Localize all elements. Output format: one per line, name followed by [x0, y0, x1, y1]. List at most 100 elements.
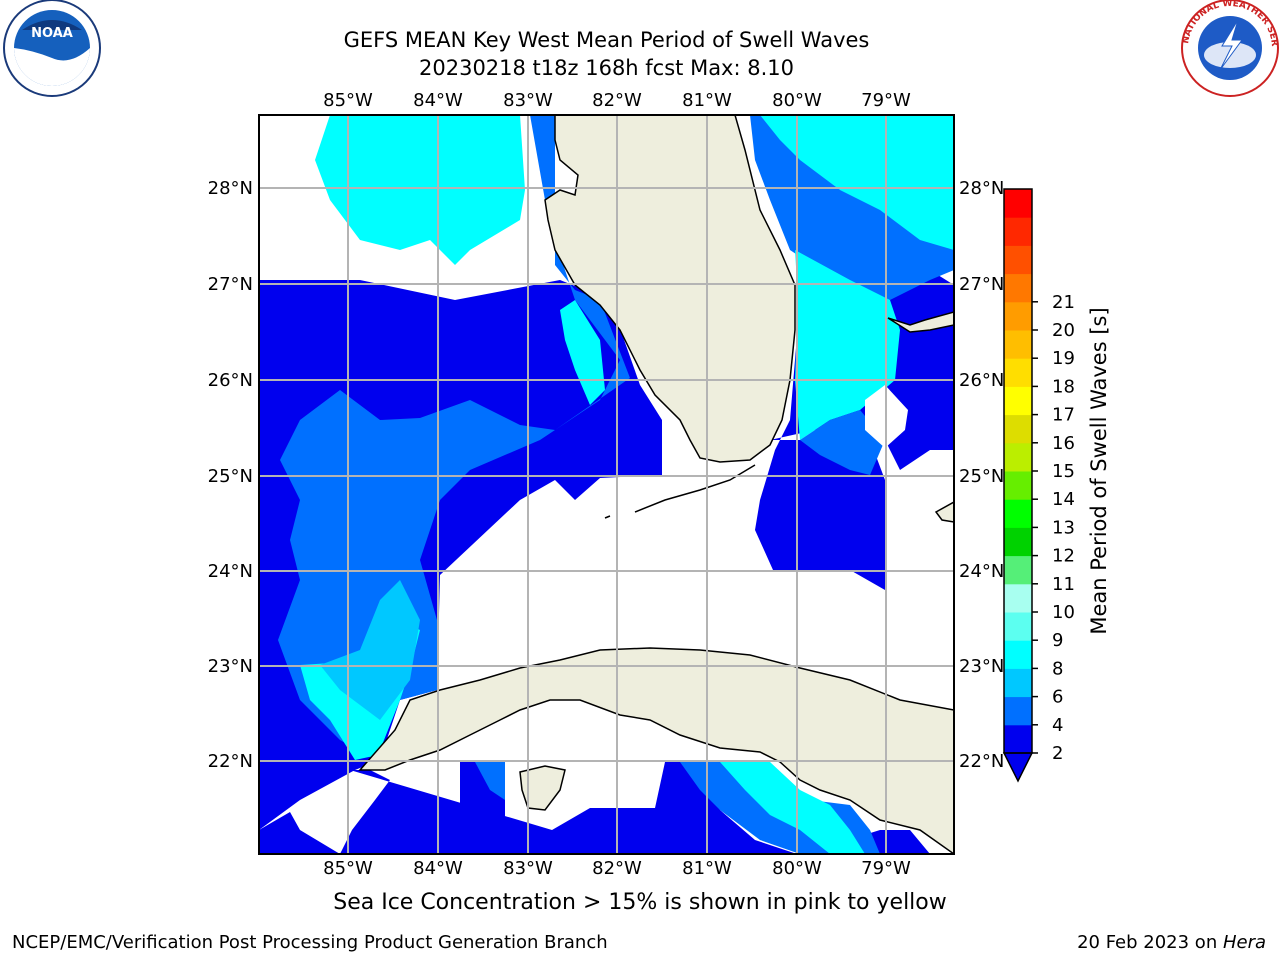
colorbar-swatch [1004, 330, 1032, 359]
contour-6-8-atlantic-north [760, 115, 954, 250]
lon-label: 85°W [323, 90, 373, 111]
footer-date-text: 20 Feb 2023 on [1077, 932, 1223, 953]
map-subtitle: 20230218 t18z 168h fcst Max: 8.10 [419, 56, 794, 80]
land-bahamas-small [934, 501, 954, 523]
colorbar-swatch [1004, 442, 1032, 472]
lon-label: 81°W [682, 90, 732, 111]
land-isle-of-youth [519, 765, 566, 811]
colorbar-swatch [1004, 668, 1032, 698]
contour-6-8-tampa [560, 300, 605, 405]
colorbar-tick-label: 10 [1052, 602, 1075, 623]
lon-label: 80°W [772, 858, 822, 879]
sea-ice-note: Sea Ice Concentration > 15% is shown in … [333, 890, 947, 915]
colorbar-tick-label: 18 [1052, 376, 1075, 397]
colorbar-swatch [1004, 724, 1032, 754]
colorbar-swatch [1004, 217, 1032, 246]
lon-label: 79°W [861, 858, 911, 879]
lon-label: 82°W [592, 90, 642, 111]
contour-4-6-gulf [259, 115, 630, 760]
colorbar-extend-min [1002, 752, 1034, 783]
nws-logo-text: NATIONAL WEATHER SERVICE [0, 0, 1279, 47]
colorbar-swatch [1004, 499, 1032, 528]
colorbar: 2 4 6 8 9 10 11 12 13 14 15 16 17 18 19 20 21 [1002, 188, 1075, 783]
contour-6-8-gulf-north [315, 115, 525, 265]
lat-label: 23°N [208, 656, 253, 677]
colorbar-tick-label: 21 [1052, 292, 1075, 313]
colorbar-swatch [1004, 245, 1032, 275]
map-title: GEFS MEAN Key West Mean Period of Swell … [343, 28, 870, 52]
graticule [259, 115, 954, 854]
colorbar-swatch [1004, 583, 1032, 613]
lat-label: 26°N [208, 370, 253, 391]
colorbar-tick-label: 19 [1052, 348, 1075, 369]
lat-labels-left: 28°N 27°N 26°N 25°N 24°N 23°N 22°N [208, 178, 253, 772]
lon-label: 82°W [592, 858, 642, 879]
colorbar-swatch [1004, 640, 1032, 669]
contour-4-6-atlantic-inner [800, 410, 885, 475]
svg-text:NATIONAL WEATHER SERVICE: NATIONAL WEATHER SERVICE [0, 0, 1279, 47]
lon-label: 83°W [503, 858, 553, 879]
colorbar-tick-label: 8 [1052, 658, 1063, 679]
lat-labels-right: 28°N 27°N 26°N 25°N 24°N 23°N 22°N [959, 178, 1004, 772]
colorbar-swatch [1004, 189, 1032, 218]
colorbar-tick-label: 15 [1052, 461, 1075, 482]
colorbar-tick-label: 20 [1052, 320, 1075, 341]
colorbar-tick-label: 9 [1052, 630, 1063, 651]
contour-6-8-atlantic-mid [795, 250, 900, 440]
colorbar-swatch [1004, 273, 1032, 303]
colorbar-swatch [1004, 301, 1032, 331]
colorbar-tick-label: 4 [1052, 715, 1063, 736]
lon-label: 79°W [861, 90, 911, 111]
contour-4-6-isle [475, 762, 505, 800]
lat-label: 26°N [959, 370, 1004, 391]
lon-label: 83°W [503, 90, 553, 111]
lat-label: 25°N [208, 466, 253, 487]
lon-labels-top: 85°W 84°W 83°W 82°W 81°W 80°W 79°W [323, 90, 911, 111]
footer-credit: NCEP/EMC/Verification Post Processing Pr… [12, 932, 608, 953]
contour-2-4-caribbean [259, 762, 930, 854]
lat-label: 28°N [208, 178, 253, 199]
map-area [259, 115, 954, 854]
lon-label: 81°W [682, 858, 732, 879]
lon-label: 80°W [772, 90, 822, 111]
lon-label: 84°W [413, 858, 463, 879]
colorbar-tick-label: 11 [1052, 574, 1075, 595]
lat-label: 24°N [959, 561, 1004, 582]
colorbar-tick-label: 13 [1052, 517, 1075, 538]
lat-label: 25°N [959, 466, 1004, 487]
lat-label: 22°N [959, 751, 1004, 772]
nws-logo: NATIONAL WEATHER SERVICE [0, 0, 1279, 97]
land-florida [544, 115, 796, 463]
land-cuba [358, 647, 954, 854]
colorbar-swatch [1004, 612, 1032, 641]
colorbar-swatch [1004, 471, 1032, 500]
contour-6-8-caribbean [720, 762, 865, 854]
colorbar-swatch [1004, 414, 1032, 444]
footer-host: Hera [1222, 932, 1266, 953]
colorbar-tick-label: 2 [1052, 743, 1063, 764]
colorbar-tick-label: 12 [1052, 546, 1075, 567]
colorbar-swatch [1004, 555, 1032, 585]
lat-label: 22°N [208, 751, 253, 772]
lat-label: 28°N [959, 178, 1004, 199]
land-bahamas [887, 311, 954, 333]
lat-label: 24°N [208, 561, 253, 582]
contour-6-8-gulf-mid [320, 580, 420, 720]
lat-label: 27°N [959, 274, 1004, 295]
lon-label: 85°W [323, 858, 373, 879]
colorbar-tick-label: 16 [1052, 433, 1075, 454]
footer-date: 20 Feb 2023 on Hera [1077, 932, 1266, 953]
lon-label: 84°W [413, 90, 463, 111]
colorbar-label: Mean Period of Swell Waves [s] [1087, 307, 1111, 634]
colorbar-swatch [1004, 527, 1032, 557]
lat-label: 23°N [959, 656, 1004, 677]
lat-label: 27°N [208, 274, 253, 295]
colorbar-tick-label: 17 [1052, 405, 1075, 426]
colorbar-tick-label: 14 [1052, 489, 1075, 510]
lon-labels-bottom: 85°W 84°W 83°W 82°W 81°W 80°W 79°W [323, 858, 911, 879]
map-frame [258, 114, 955, 855]
colorbar-swatch [1004, 358, 1032, 387]
noaa-logo: NOAA [3, 0, 101, 97]
colorbar-swatch [1004, 386, 1032, 416]
